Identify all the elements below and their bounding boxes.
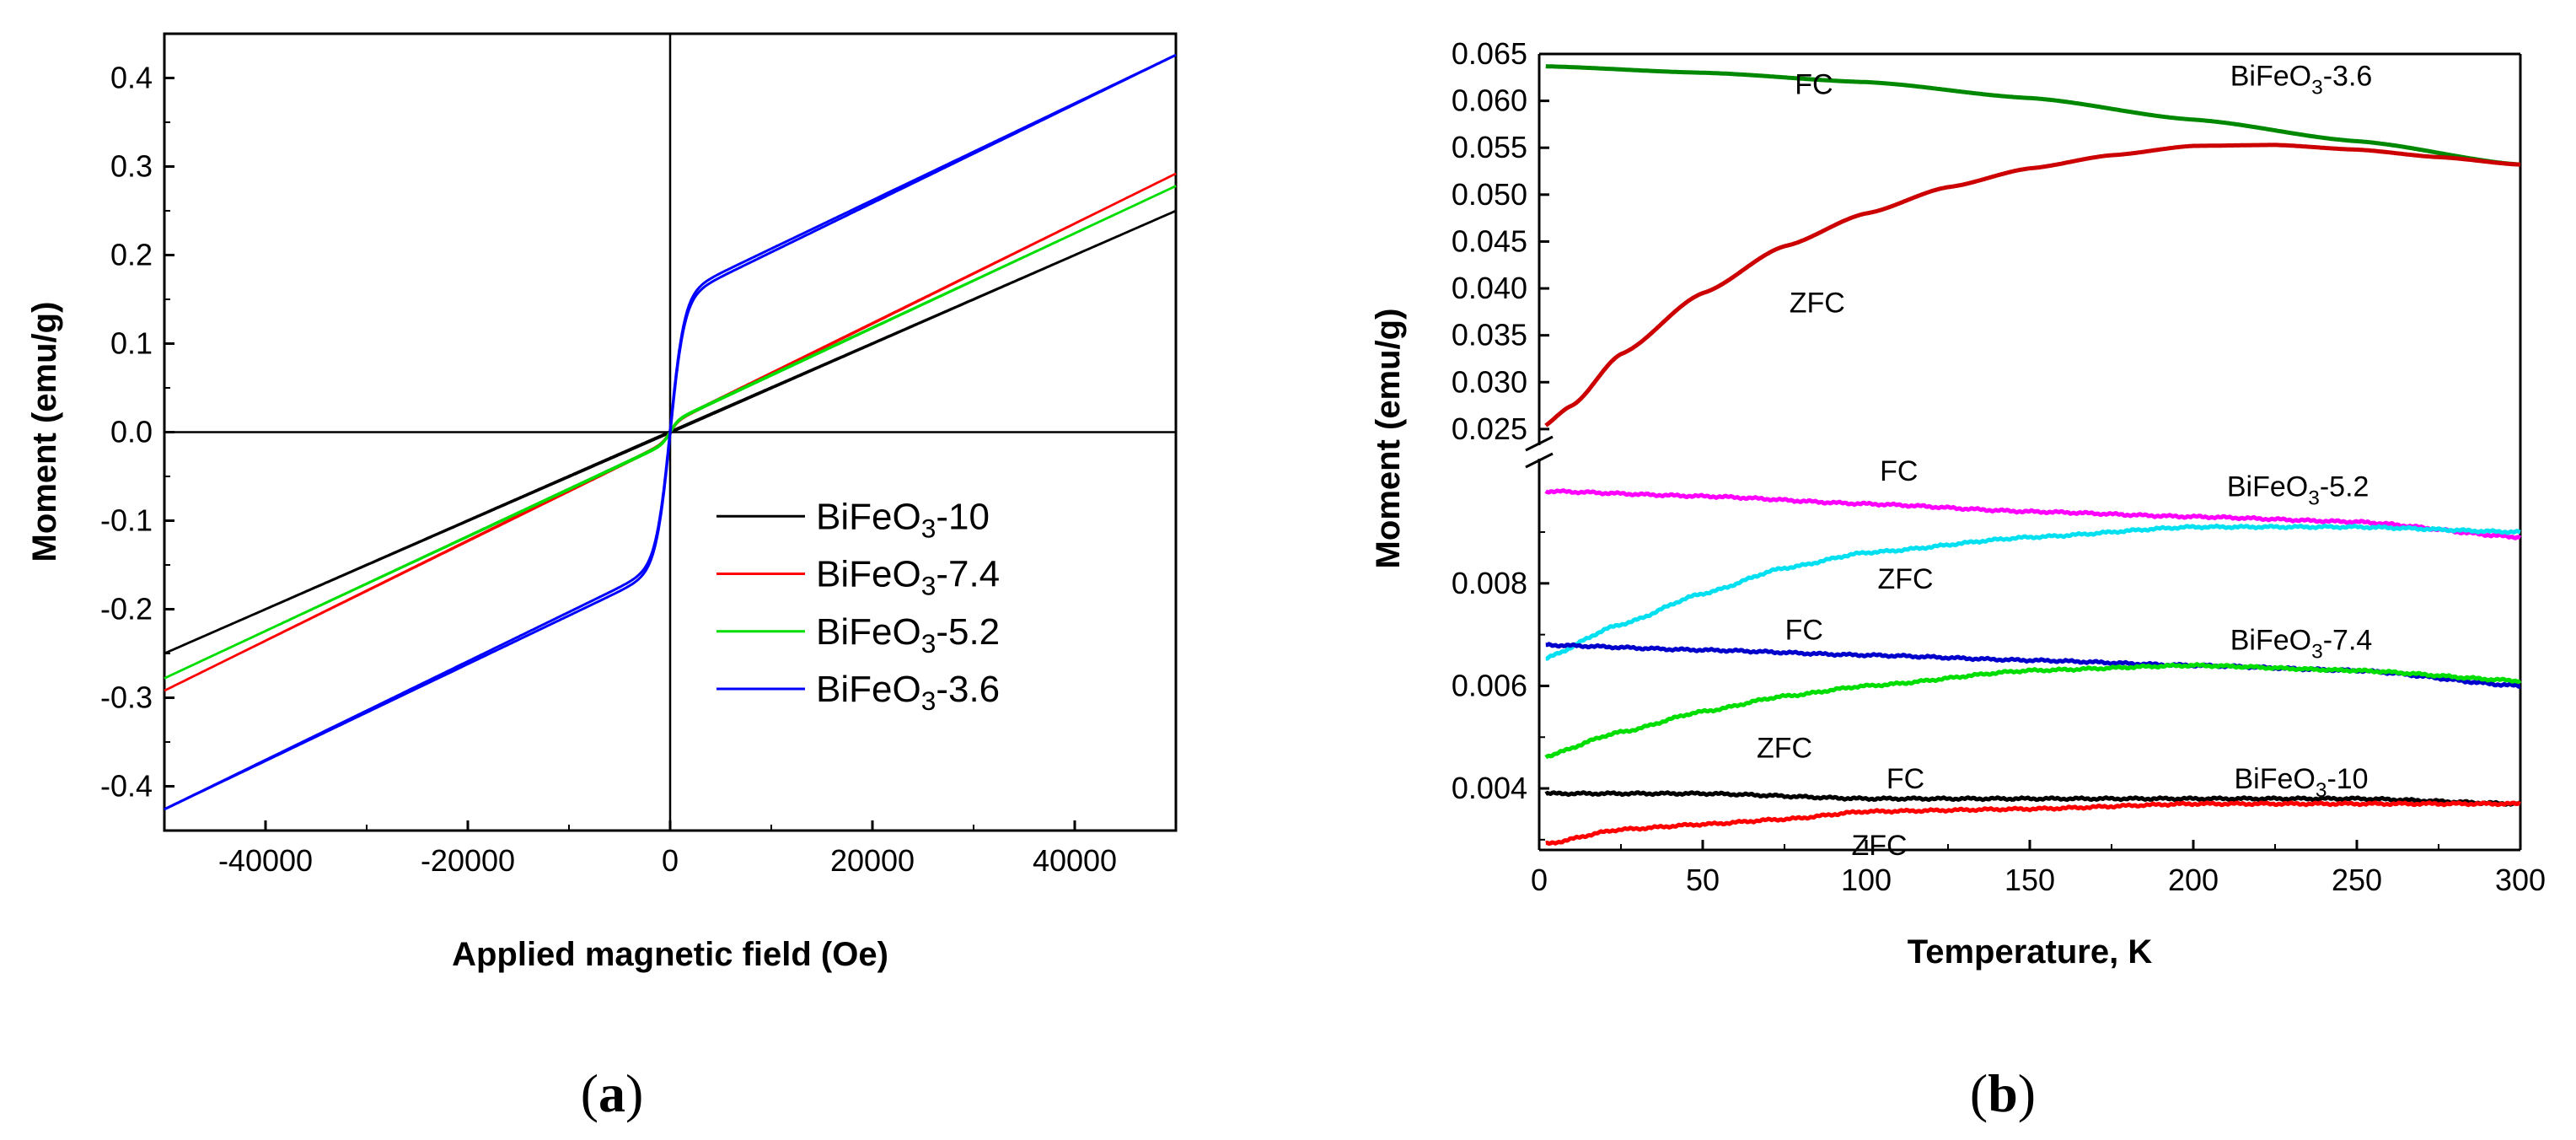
- legend-label: BiFeO3-10: [816, 496, 990, 543]
- chart-b-sample-label: BiFeO3-5.2: [2227, 471, 2369, 509]
- chart-b-upper-y-tick-label: 0.030: [1452, 364, 1527, 399]
- chart-b-annotation: FC: [1886, 763, 1924, 795]
- chart-b-ticks: 0 50 100 150 200 250 300 0.025 0.030 0.035 0.040 0.…: [1452, 36, 2546, 897]
- chart-b-series: [1544, 64, 2522, 846]
- chart-b-lower-y-tick-label: 0.004: [1452, 771, 1527, 805]
- chart-b-annotation: FC: [1880, 455, 1918, 487]
- chart-b-sample-label: BiFeO3-7.4: [2230, 625, 2373, 664]
- chart-a-y-tick-label: -0.1: [100, 503, 153, 538]
- chart-b-ylabel: Moment (emu/g): [1370, 309, 1407, 569]
- chart-b-annotation: ZFC: [1757, 732, 1812, 764]
- chart-a-series-3-6: [164, 53, 1177, 811]
- chart-a-y-tick-label: -0.2: [100, 592, 153, 626]
- chart-a-ticks: -40000 -20000 0 20000 40000 -0.4 -0.3 -0.2 -0.1 0…: [100, 33, 1177, 878]
- chart-b-annotation: ZFC: [1851, 830, 1907, 862]
- chart-a-x-tick-label: 40000: [1033, 843, 1117, 878]
- chart-a-y-tick-label: 0.1: [110, 326, 153, 361]
- chart-b-series-zfc: [1544, 142, 2521, 428]
- chart-a-x-tick-label: -40000: [218, 843, 313, 878]
- chart-a-y-tick-label: 0.2: [110, 238, 153, 272]
- chart-b-annotation: FC: [1795, 69, 1833, 101]
- chart-b-upper-y-tick-label: 0.025: [1452, 411, 1527, 446]
- chart-b-x-tick-label: 250: [2332, 863, 2382, 897]
- chart-a-y-tick-label: 0.3: [110, 149, 153, 184]
- chart-b-series-fc: [1544, 790, 2521, 807]
- chart-b-upper-y-tick-label: 0.055: [1452, 130, 1527, 164]
- chart-b-upper-y-tick-label: 0.045: [1452, 223, 1527, 258]
- chart-a-x-tick-label: -20000: [421, 843, 515, 878]
- chart-b-upper-y-tick-label: 0.040: [1452, 271, 1527, 305]
- chart-b-upper-y-tick-label: 0.035: [1452, 318, 1527, 352]
- chart-a-xlabel: Applied magnetic field (Oe): [452, 936, 888, 973]
- chart-b-annotation: ZFC: [1790, 288, 1845, 320]
- chart-b-sample-label: BiFeO3-10: [2234, 763, 2368, 802]
- chart-b-series-fc: [1545, 642, 2521, 689]
- chart-b-series-zfc: [1544, 662, 2522, 760]
- chart-b-x-tick-label: 0: [1531, 863, 1548, 897]
- chart-a-y-tick-label: 0.0: [110, 415, 153, 449]
- chart-b-x-tick-label: 150: [2004, 863, 2055, 897]
- chart-a-x-tick-label: 0: [662, 843, 679, 878]
- chart-a: -40000 -20000 0 20000 40000 -0.4 -0.3 -0.2 -0.1 0…: [26, 32, 1178, 973]
- chart-b-sample-label: BiFeO3-3.6: [2230, 61, 2373, 99]
- chart-b: 0 50 100 150 200 250 300 0.025 0.030 0.035 0.040 0.…: [1370, 36, 2546, 971]
- chart-b-frame: [1525, 52, 2522, 852]
- chart-b-annotation: ZFC: [1878, 563, 1934, 595]
- chart-b-xlabel: Temperature, K: [1908, 933, 2153, 971]
- chart-b-x-tick-label: 50: [1686, 863, 1720, 897]
- chart-b-axis-break-mark: [1525, 435, 1554, 452]
- chart-b-series-fc: [1544, 488, 2522, 540]
- chart-a-legend: BiFeO3-10 BiFeO3-7.4 BiFeO3-5.2 BiFeO3-3.6: [716, 496, 1000, 716]
- panel-label-a: (a): [581, 1063, 644, 1123]
- chart-b-upper-y-tick-label: 0.065: [1452, 36, 1527, 71]
- chart-b-lower-y-tick-label: 0.008: [1452, 566, 1527, 600]
- chart-b-axis-break-mark: [1525, 452, 1554, 469]
- chart-b-series-zfc: [1545, 800, 2521, 846]
- legend-label: BiFeO3-5.2: [816, 611, 1000, 659]
- chart-a-y-tick-label: -0.4: [100, 769, 153, 804]
- panel-label-b: (b): [1970, 1063, 2036, 1123]
- chart-b-annotation: FC: [1785, 615, 1823, 647]
- chart-a-ylabel: Moment (emu/g): [26, 302, 63, 562]
- chart-b-upper-y-tick-label: 0.060: [1452, 83, 1527, 118]
- chart-a-y-tick-label: -0.3: [100, 680, 153, 715]
- chart-a-series: [164, 53, 1177, 811]
- chart-b-upper-y-tick-label: 0.050: [1452, 177, 1527, 212]
- chart-a-y-tick-label: 0.4: [110, 61, 153, 95]
- legend-label: BiFeO3-3.6: [816, 669, 1000, 716]
- chart-a-series-line: [164, 53, 1177, 811]
- chart-b-x-tick-label: 200: [2168, 863, 2219, 897]
- legend-label: BiFeO3-7.4: [816, 554, 1000, 601]
- chart-b-x-tick-label: 100: [1841, 863, 1892, 897]
- chart-b-lower-y-tick-label: 0.006: [1452, 668, 1527, 702]
- chart-b-x-tick-label: 300: [2495, 863, 2546, 897]
- chart-b-series-zfc: [1545, 524, 2521, 661]
- chart-b-series-fc: [1545, 64, 2521, 167]
- chart-b-annotations: FC ZFC BiFeO3-3.6 FC BiFeO3-5.2 ZFC FC BiFeO3-7…: [1757, 61, 2372, 862]
- chart-a-x-tick-label: 20000: [830, 843, 915, 878]
